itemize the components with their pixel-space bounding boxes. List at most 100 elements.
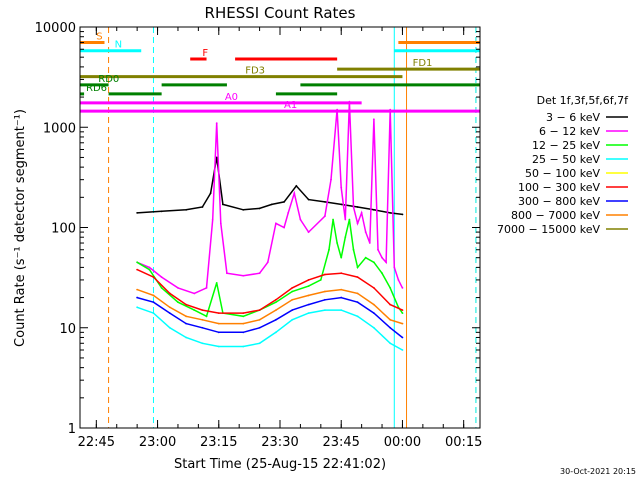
data-point: [372, 118, 375, 121]
legend-entry-label: 100 − 300 keV: [518, 181, 600, 194]
data-point: [336, 108, 339, 111]
data-point: [401, 286, 404, 289]
data-point: [242, 208, 245, 211]
y-tick-label: 10: [59, 322, 76, 337]
data-point: [209, 192, 212, 195]
y-tick-label: 1000: [43, 121, 76, 136]
data-point: [393, 266, 396, 269]
data-point: [201, 309, 204, 311]
data-point: [352, 206, 355, 208]
data-point: [242, 331, 245, 334]
data-point: [340, 288, 343, 291]
data-point: [160, 276, 163, 279]
data-point: [201, 206, 204, 208]
data-point: [360, 211, 363, 214]
legend-entry-label: 12 − 25 keV: [532, 139, 600, 152]
data-point: [323, 273, 326, 276]
data-point: [258, 326, 261, 329]
data-point: [205, 315, 208, 318]
data-point: [372, 303, 375, 306]
data-point: [148, 266, 151, 269]
data-point: [201, 318, 204, 321]
data-point: [348, 100, 351, 103]
data-point: [340, 186, 343, 189]
data-point: [344, 218, 347, 221]
data-point: [275, 309, 277, 311]
data-point: [348, 218, 351, 221]
data-point: [340, 203, 343, 206]
data-point: [258, 207, 261, 210]
data-point: [291, 298, 294, 301]
data-point: [291, 309, 294, 311]
data-point: [307, 294, 310, 297]
data-point: [193, 292, 196, 295]
data-point: [340, 309, 343, 311]
series-line: [136, 219, 404, 318]
data-point: [275, 298, 277, 301]
data-point: [136, 268, 139, 271]
data-point: [152, 276, 155, 279]
data-point: [401, 336, 404, 339]
data-point: [217, 312, 220, 315]
data-point: [283, 201, 285, 203]
data-point: [205, 286, 208, 289]
data-point: [352, 248, 355, 251]
data-point: [323, 298, 326, 301]
data-point: [275, 331, 277, 334]
data-point: [152, 312, 155, 315]
data-point: [168, 326, 171, 329]
legend-entry-label: 7000 − 15000 keV: [497, 223, 600, 236]
flag-bar-label: FD1: [413, 58, 433, 69]
data-point: [136, 288, 139, 291]
x-tick-label: 00:00: [384, 435, 421, 450]
chart-title: RHESSI Count Rates: [205, 4, 356, 22]
data-point: [275, 222, 277, 225]
data-point: [275, 318, 277, 321]
x-tick-label: 23:30: [261, 435, 298, 450]
data-point: [160, 286, 163, 289]
x-tick-label: 23:15: [200, 435, 237, 450]
data-point: [401, 309, 404, 311]
data-point: [401, 322, 404, 325]
data-point: [295, 184, 298, 187]
data-point: [215, 156, 218, 159]
flag-bar-label: F: [202, 48, 208, 59]
y-axis: 1 10 100 1000 10000: [35, 21, 480, 437]
data-point: [307, 231, 310, 233]
y-tick-label: 100: [51, 222, 76, 237]
data-point: [217, 345, 220, 348]
flag-bar-label: RD0: [98, 74, 119, 85]
data-point: [328, 248, 330, 251]
y-tick-label: 1: [68, 422, 76, 437]
data-point: [215, 122, 218, 125]
data-point: [389, 326, 392, 329]
data-point: [299, 218, 302, 221]
data-point: [356, 301, 359, 304]
data-point: [307, 285, 310, 288]
data-point: [136, 306, 139, 309]
data-point: [323, 290, 326, 293]
data-point: [385, 261, 388, 264]
data-point: [389, 108, 392, 111]
data-point: [185, 315, 188, 318]
data-point: [221, 203, 224, 206]
data-point: [397, 279, 400, 281]
x-tick-label: 23:45: [322, 435, 359, 450]
data-point: [336, 242, 339, 244]
data-point: [215, 282, 218, 284]
data-point: [340, 272, 343, 275]
data-point: [372, 286, 375, 289]
timestamp: 30-Oct-2021 20:15: [560, 467, 636, 476]
data-point: [177, 286, 179, 289]
data-point: [185, 322, 188, 325]
x-axis: 22:45 23:00 23:15 23:30 23:45 00:00 00:15: [78, 27, 482, 450]
data-point: [217, 331, 220, 334]
data-point: [283, 226, 285, 229]
data-point: [389, 303, 392, 306]
data-point: [258, 272, 261, 275]
data-point: [287, 211, 290, 214]
data-point: [401, 213, 404, 216]
data-point: [258, 342, 261, 345]
